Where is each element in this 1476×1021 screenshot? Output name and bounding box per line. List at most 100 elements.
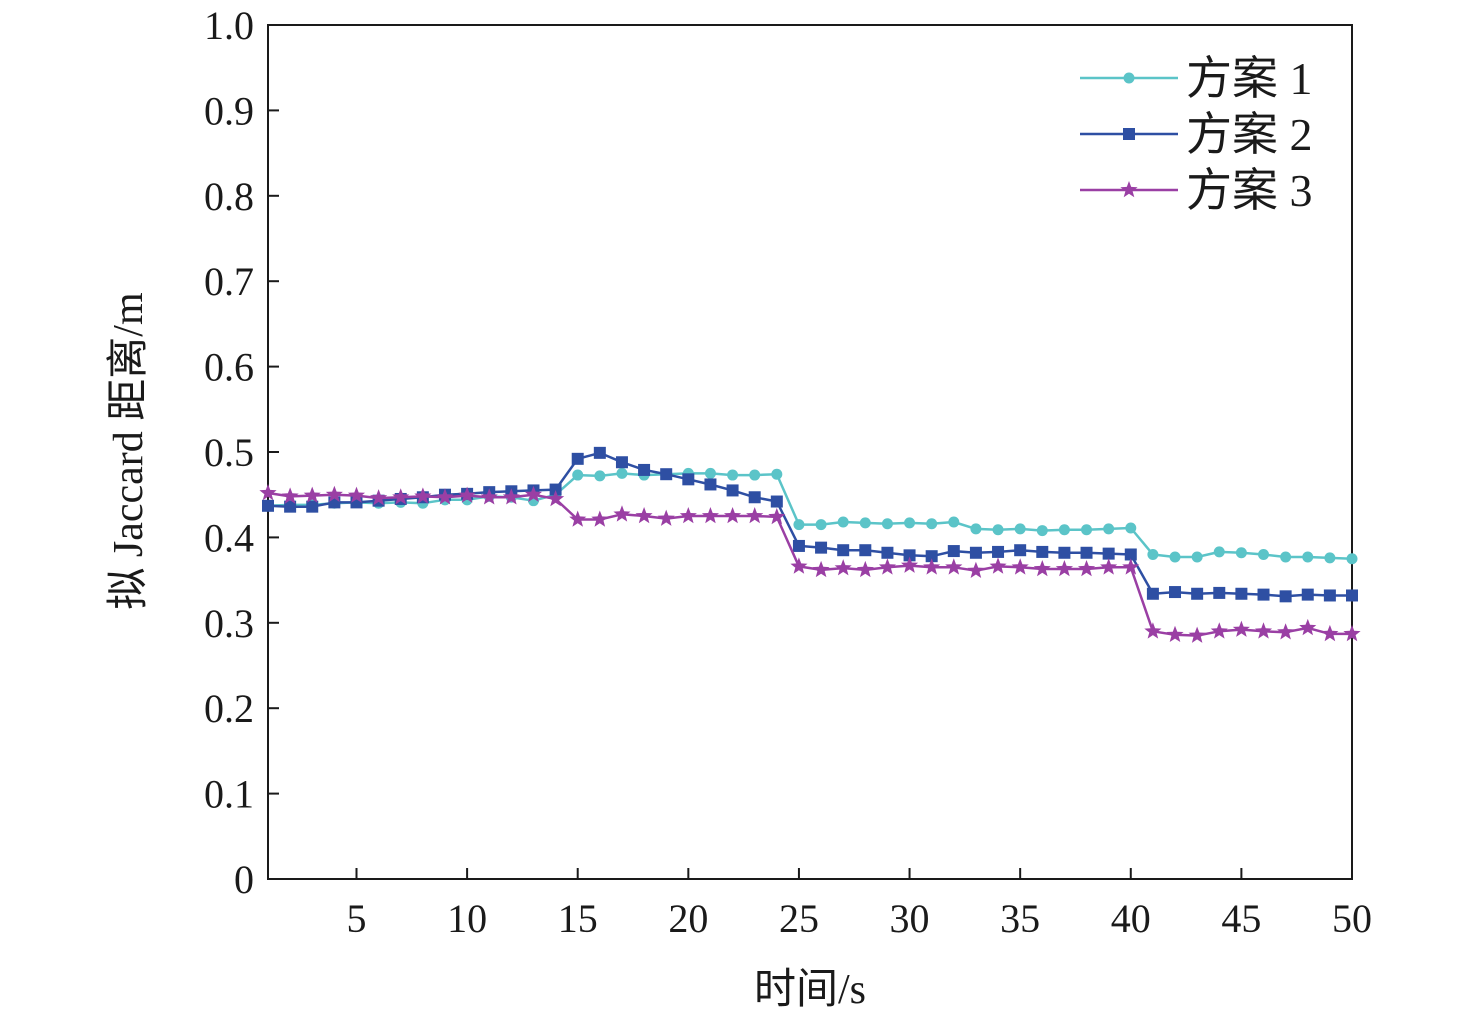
data-point	[1210, 622, 1228, 639]
data-point	[1147, 548, 1159, 560]
data-point	[701, 507, 719, 524]
data-point	[859, 544, 872, 557]
data-point	[1213, 586, 1226, 599]
data-point	[837, 516, 849, 528]
series-group	[259, 446, 1361, 643]
data-point	[726, 484, 739, 497]
data-point	[1014, 523, 1026, 535]
data-point	[923, 558, 941, 575]
data-point	[1235, 587, 1248, 600]
data-point	[392, 488, 410, 505]
x-tick-label: 35	[1000, 896, 1040, 941]
data-point	[1014, 544, 1027, 557]
data-point	[347, 486, 365, 503]
data-point	[303, 486, 321, 503]
data-point	[1055, 560, 1073, 577]
data-point	[594, 470, 606, 482]
data-point	[1255, 622, 1273, 639]
x-tick-label: 50	[1332, 896, 1372, 941]
data-point	[1277, 623, 1295, 640]
data-point	[926, 518, 938, 530]
data-point	[989, 557, 1007, 574]
data-point	[1125, 522, 1137, 534]
data-point	[1235, 547, 1247, 559]
x-tick-label: 25	[779, 896, 819, 941]
data-point	[1146, 587, 1159, 600]
data-point	[1036, 545, 1049, 558]
data-point	[1100, 558, 1118, 575]
data-point	[1166, 625, 1184, 642]
data-point	[660, 468, 673, 481]
data-point	[1343, 624, 1361, 642]
data-point	[1124, 548, 1137, 561]
legend-label: 方案 1	[1186, 53, 1313, 104]
x-axis-ticks: 5 10 15 20 25 30 35 40 45 50	[346, 868, 1372, 941]
data-point	[704, 478, 717, 491]
data-point	[1058, 524, 1070, 536]
data-point	[969, 546, 982, 559]
y-tick-label: 1.0	[204, 3, 254, 48]
x-tick-label: 10	[447, 896, 487, 941]
data-point	[771, 468, 783, 480]
data-point	[480, 488, 498, 505]
data-point	[1279, 590, 1292, 603]
data-point	[812, 560, 830, 578]
data-point	[682, 473, 695, 486]
y-axis-title: 拟 Jaccard 距离/m	[105, 292, 152, 610]
data-point	[593, 446, 606, 459]
data-point	[792, 539, 805, 552]
data-point	[1258, 548, 1270, 560]
data-point	[591, 510, 609, 527]
x-tick-label: 40	[1111, 896, 1151, 941]
data-point	[325, 485, 343, 502]
data-point	[967, 561, 985, 578]
data-point	[1188, 626, 1206, 643]
data-point	[903, 549, 916, 562]
y-tick-label: 0.1	[204, 772, 254, 817]
data-point	[1323, 589, 1336, 602]
data-point	[638, 463, 651, 476]
data-point	[571, 452, 584, 465]
y-tick-label: 0.4	[204, 515, 254, 560]
data-point	[748, 491, 761, 504]
y-axis-ticks: 0 0.1 0.2 0.3 0.4 0.5 0.6 0.7 0.8 0.9 1.0	[204, 3, 279, 902]
data-point	[502, 488, 520, 505]
data-point	[1299, 618, 1317, 636]
data-point	[1301, 588, 1314, 601]
data-point	[1102, 547, 1115, 560]
data-point	[524, 485, 542, 502]
data-point	[1058, 546, 1071, 559]
data-point	[704, 467, 716, 479]
data-point	[1103, 523, 1115, 535]
data-point	[901, 556, 919, 573]
data-point	[306, 500, 319, 513]
data-point	[1324, 552, 1336, 564]
data-point	[945, 558, 963, 575]
data-point	[572, 469, 584, 481]
data-point	[925, 550, 938, 563]
data-point	[1346, 553, 1358, 565]
data-point	[904, 517, 916, 529]
data-point	[793, 519, 805, 531]
data-point	[547, 490, 565, 507]
data-point	[635, 507, 653, 524]
data-point	[1169, 586, 1182, 599]
y-tick-label: 0	[234, 857, 254, 902]
data-point	[1232, 620, 1250, 637]
data-point	[549, 483, 562, 496]
legend: 方案 1方案 2方案 3	[1080, 53, 1313, 216]
data-point	[436, 488, 454, 505]
data-point	[1080, 546, 1093, 559]
data-point	[837, 544, 850, 557]
data-point	[1280, 551, 1292, 563]
legend-marker	[1120, 181, 1138, 198]
x-tick-label: 45	[1221, 896, 1261, 941]
y-tick-label: 0.7	[204, 259, 254, 304]
x-tick-label: 20	[668, 896, 708, 941]
legend-marker	[1123, 128, 1135, 140]
data-point	[815, 519, 827, 531]
data-point	[770, 495, 783, 508]
data-point	[262, 499, 274, 512]
data-point	[414, 487, 432, 504]
